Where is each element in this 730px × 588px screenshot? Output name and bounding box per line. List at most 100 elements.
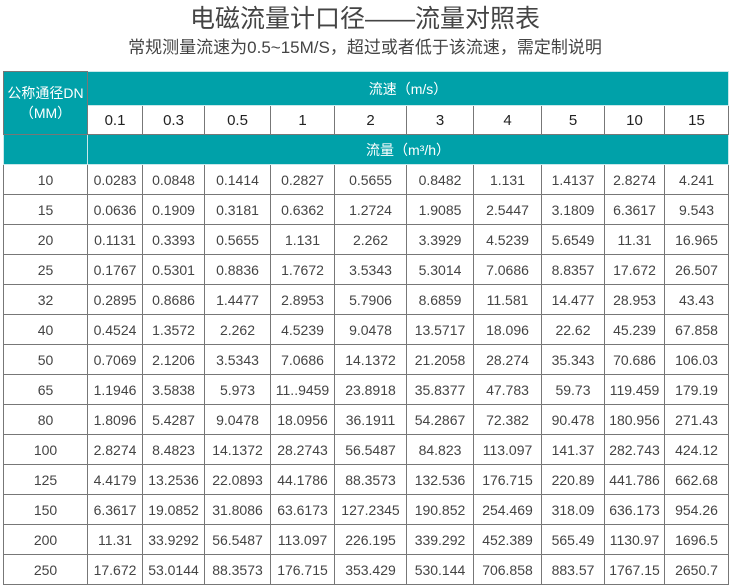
flow-cell: 43.43 <box>663 284 730 315</box>
flow-cell: 11.581 <box>473 284 542 315</box>
flow-cell: 132.536 <box>406 464 474 495</box>
flow-cell: 13.5717 <box>406 314 474 345</box>
flow-cell: 6.3617 <box>87 494 143 525</box>
speed-value: 0.3 <box>142 105 205 135</box>
flow-cell: 0.0848 <box>142 164 205 195</box>
flow-cell: 28.2743 <box>270 434 335 465</box>
flow-cell: 636.173 <box>604 494 665 525</box>
speed-values-row: 0.1 0.3 0.5 1 2 3 4 5 10 15 <box>4 105 730 135</box>
flow-cell: 220.89 <box>541 464 605 495</box>
speed-value: 0.1 <box>87 105 143 135</box>
speed-value: 2 <box>334 105 407 135</box>
flow-cell: 7.0686 <box>473 254 542 285</box>
flow-cell: 6.3617 <box>604 194 665 225</box>
flow-cell: 1.2724 <box>334 194 407 225</box>
flow-cell: 353.429 <box>334 554 407 585</box>
flow-cell: 11.31 <box>87 524 143 555</box>
flow-cell: 141.37 <box>541 434 605 465</box>
flow-cell: 4.5239 <box>473 224 542 255</box>
flow-cell: 14.1372 <box>334 344 407 375</box>
flow-cell: 0.8686 <box>142 284 205 315</box>
flow-cell: 44.1786 <box>270 464 335 495</box>
flow-cell: 14.1372 <box>204 434 271 465</box>
flow-cell: 9.0478 <box>334 314 407 345</box>
dn-header-line1: 公称通径DN <box>7 85 84 101</box>
flow-cell: 67.858 <box>663 314 730 345</box>
flow-cell: 254.469 <box>473 494 542 525</box>
flow-cell: 0.7069 <box>87 344 143 375</box>
flow-cell: 59.73 <box>541 374 605 405</box>
flow-cell: 1.8096 <box>87 404 143 435</box>
flow-cell: 11..9459 <box>270 374 335 405</box>
flow-cell: 31.8086 <box>204 494 271 525</box>
flow-cell: 1.131 <box>473 164 542 195</box>
flow-cell: 226.195 <box>334 524 407 555</box>
flow-cell: 21.2058 <box>406 344 474 375</box>
dn-cell: 50 <box>3 344 88 375</box>
flow-cell: 3.5838 <box>142 374 205 405</box>
flow-cell: 8.4823 <box>142 434 205 465</box>
speed-value: 1 <box>270 105 335 135</box>
flow-cell: 2.262 <box>334 224 407 255</box>
table-row: 150 6.3617 19.0852 31.8086 63.6173 127.2345 19… <box>3 494 730 525</box>
flow-cell: 1.9085 <box>406 194 474 225</box>
flow-cell: 0.1909 <box>142 194 205 225</box>
flow-cell: 17.672 <box>87 554 143 585</box>
flow-cell: 176.715 <box>473 464 542 495</box>
flow-cell: 180.956 <box>604 404 665 435</box>
flow-cell: 72.382 <box>473 404 542 435</box>
flow-cell: 14.477 <box>541 284 605 315</box>
flow-cell: 84.823 <box>406 434 474 465</box>
table-row: 40 0.4524 1.3572 2.262 4.5239 9.0478 13.5717 18… <box>3 314 730 345</box>
flow-cell: 0.6362 <box>270 194 335 225</box>
table-row: 50 0.7069 2.1206 3.5343 7.0686 14.1372 21.2058… <box>3 344 730 375</box>
flow-cell: 441.786 <box>604 464 665 495</box>
dn-header: 公称通径DN （MM） <box>3 71 88 135</box>
flow-cell: 5.3014 <box>406 254 474 285</box>
flow-cell: 90.478 <box>541 404 605 435</box>
flow-cell: 530.144 <box>406 554 474 585</box>
dn-cell: 32 <box>3 284 88 315</box>
table-row: 15 0.0636 0.1909 0.3181 0.6362 1.2724 1.9085 2.… <box>3 194 730 225</box>
flow-cell: 424.12 <box>663 434 730 465</box>
flow-cell: 88.3573 <box>334 464 407 495</box>
flow-cell: 0.8482 <box>406 164 474 195</box>
flow-cell: 33.9292 <box>142 524 205 555</box>
flow-cell: 4.241 <box>663 164 730 195</box>
flow-cell: 4.4179 <box>87 464 143 495</box>
flow-cell: 954.26 <box>663 494 730 525</box>
dn-cell: 10 <box>3 164 88 195</box>
flow-cell: 0.5301 <box>142 254 205 285</box>
flow-cell: 565.49 <box>541 524 605 555</box>
dn-cell: 80 <box>3 404 88 435</box>
flow-cell: 2.1206 <box>142 344 205 375</box>
dn-header-line2: （MM） <box>19 105 72 121</box>
flow-cell: 17.672 <box>604 254 665 285</box>
table-row: 80 1.8096 5.4287 9.0478 18.0956 36.1911 54.286… <box>3 404 730 435</box>
flow-cell: 127.2345 <box>334 494 407 525</box>
flow-cell: 11.31 <box>604 224 665 255</box>
dn-cell: 40 <box>3 314 88 345</box>
flow-cell: 26.507 <box>663 254 730 285</box>
flow-cell: 1.1946 <box>87 374 143 405</box>
page-subtitle: 常规测量流速为0.5~15M/S，超过或者低于该流速，需定制说明 <box>128 38 602 57</box>
flow-cell: 282.743 <box>604 434 665 465</box>
flow-cell: 106.03 <box>663 344 730 375</box>
flow-cell: 2.8953 <box>270 284 335 315</box>
flow-cell: 16.965 <box>663 224 730 255</box>
flow-cell: 1.7672 <box>270 254 335 285</box>
flow-cell: 56.5487 <box>204 524 271 555</box>
flow-cell: 0.2827 <box>270 164 335 195</box>
dn-cell: 100 <box>3 434 88 465</box>
page-title: 电磁流量计口径——流量对照表 <box>189 5 540 33</box>
flow-cell: 0.0283 <box>87 164 143 195</box>
flow-cell: 176.715 <box>270 554 335 585</box>
flow-cell: 56.5487 <box>334 434 407 465</box>
flow-cell: 318.09 <box>541 494 605 525</box>
speed-value: 4 <box>473 105 542 135</box>
speed-value: 5 <box>541 105 605 135</box>
flow-cell: 0.3181 <box>204 194 271 225</box>
speed-value: 10 <box>604 105 665 135</box>
flow-cell: 1.3572 <box>142 314 205 345</box>
speed-value: 0.5 <box>204 105 271 135</box>
